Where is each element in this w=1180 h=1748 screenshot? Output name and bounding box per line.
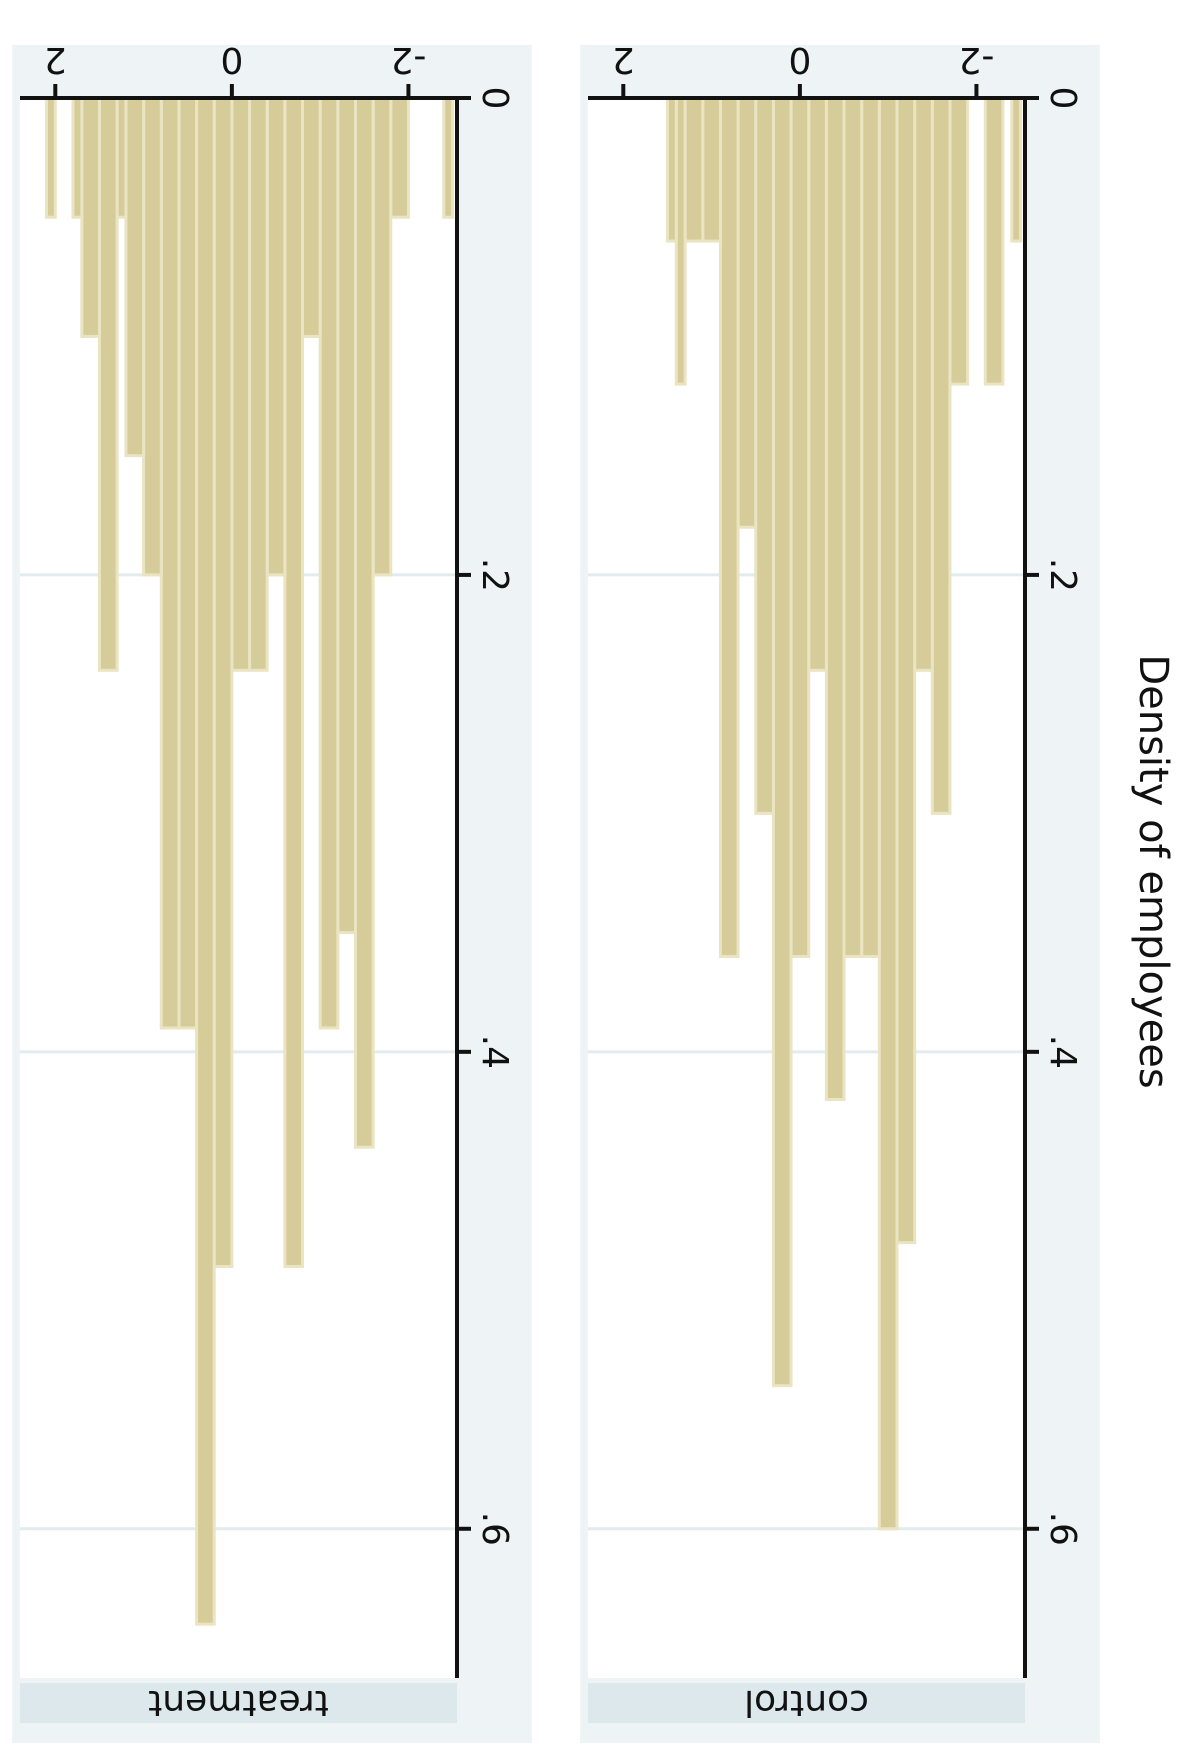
histogram-bar — [824, 96, 846, 1102]
x-tick-label: 2 — [612, 39, 635, 80]
histogram-bar — [371, 96, 393, 577]
histogram-bar — [195, 96, 216, 1626]
x-tick-label: 0 — [788, 39, 811, 80]
histogram-bar — [930, 96, 952, 815]
y-tick-label: .6 — [474, 1512, 515, 1546]
panel-strip — [20, 1683, 457, 1723]
histogram-bar — [948, 96, 970, 386]
y-tick-label: .2 — [474, 558, 515, 592]
histogram-bar — [842, 96, 864, 958]
x-tick-label: -2 — [390, 39, 426, 80]
panel-title: control — [744, 1682, 869, 1723]
histogram-bar — [230, 96, 252, 672]
histogram-bar — [877, 96, 899, 1531]
x-tick-label: 0 — [220, 39, 243, 80]
histogram-bar — [771, 96, 793, 1388]
histogram-bar — [71, 96, 84, 219]
histogram-bar — [718, 96, 740, 958]
histogram-bar — [159, 96, 181, 1030]
y-tick-label: .2 — [1042, 558, 1083, 592]
histogram-bar — [353, 96, 375, 1149]
histogram-bar — [665, 96, 678, 243]
histogram-bar — [736, 96, 758, 529]
panel-control: control 0 .2 .4 .6 -2 0 2 — [580, 39, 1100, 1743]
y-tick-label: .4 — [1042, 1035, 1083, 1069]
histogram-bar — [913, 96, 934, 672]
histogram-bar — [177, 96, 199, 1030]
panel-title: treatment — [148, 1682, 329, 1723]
histogram-bar — [389, 96, 410, 219]
histogram-bar — [318, 96, 340, 1030]
y-tick-label: 0 — [1042, 87, 1083, 110]
histogram-bar — [265, 96, 287, 577]
histogram-bar — [212, 96, 234, 1268]
histogram-bar — [442, 96, 455, 219]
histogram-bar — [336, 96, 357, 935]
histogram-bar — [248, 96, 269, 672]
histogram-bar — [142, 96, 163, 577]
histogram-bar — [80, 96, 101, 338]
histogram-bar — [983, 96, 1005, 386]
histogram-bar — [97, 96, 119, 672]
histogram-bar — [1010, 96, 1023, 243]
histogram-bar — [301, 96, 322, 338]
histogram-bar — [754, 96, 775, 815]
histogram-bar — [683, 96, 705, 243]
x-tick-label: 2 — [44, 39, 67, 80]
y-axis-label: Density of employees — [1130, 654, 1176, 1088]
histogram-bar — [44, 96, 57, 219]
histogram-bar — [895, 96, 917, 1245]
panel-strip — [588, 1683, 1025, 1723]
x-tick-label: -2 — [958, 39, 994, 80]
histogram-bar — [860, 96, 881, 958]
y-tick-label: .4 — [474, 1035, 515, 1069]
histogram-bar — [807, 96, 828, 672]
histogram-bar — [701, 96, 722, 243]
panel-treatment: treatment 0 .2 .4 .6 -2 0 2 — [12, 39, 532, 1743]
y-tick-label: .6 — [1042, 1512, 1083, 1546]
histogram-bar — [789, 96, 811, 958]
histogram-bar — [124, 96, 146, 458]
histogram-bar — [283, 96, 305, 1268]
y-tick-label: 0 — [474, 87, 515, 110]
